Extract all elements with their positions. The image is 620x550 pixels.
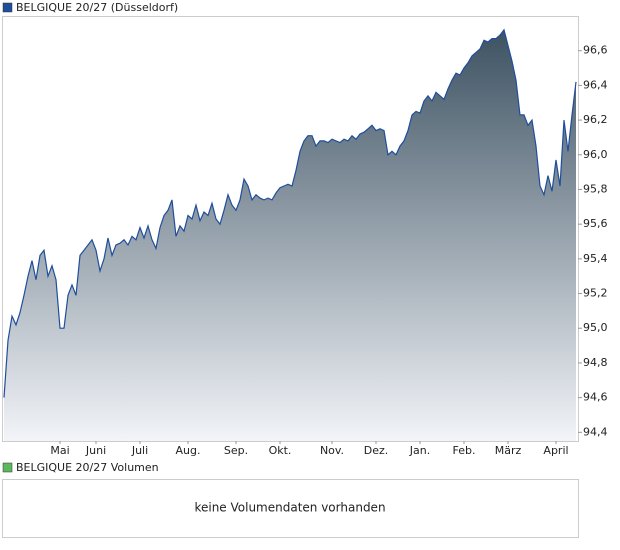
area [4, 29, 576, 442]
x-tick-label: Okt. [269, 444, 292, 457]
y-tick-label: 96,6 [583, 44, 608, 57]
x-tick-label: Feb. [453, 444, 476, 457]
y-tick-label: 94,4 [583, 425, 608, 438]
line [3, 28, 577, 398]
legend-label: BELGIQUE 20/27 (Düsseldorf) [16, 1, 178, 14]
y-tick-label: 94,8 [583, 356, 608, 369]
y-tick-label: 95,8 [583, 182, 608, 195]
y-tick-label: 95,6 [583, 217, 608, 230]
volume-title: BELGIQUE 20/27 Volumen [16, 461, 159, 474]
y-tick-label: 96,4 [583, 78, 608, 91]
y-tick-label: 96,0 [583, 148, 608, 161]
x-tick-label: Sep. [224, 444, 248, 457]
y-tick-label: 96,2 [583, 113, 608, 126]
x-tick-label: Juli [131, 444, 148, 457]
x-tick-label: März [495, 444, 522, 457]
x-tick-label: Nov. [320, 444, 344, 457]
x-tick-label: Jan. [409, 444, 430, 457]
x-tick-label: Mai [50, 444, 69, 457]
x-tick-label: Dez. [364, 444, 389, 457]
y-tick-label: 95,0 [583, 321, 608, 334]
y-tick-label: 95,2 [583, 287, 608, 300]
plot-frame [2, 16, 579, 442]
x-tick-label: April [543, 444, 568, 457]
x-tick-label: Aug. [176, 444, 201, 457]
legend-swatch [2, 2, 13, 13]
volume-frame [2, 479, 579, 538]
y-tick-label: 94,6 [583, 391, 608, 404]
x-tick-label: Juni [85, 444, 106, 457]
legend-swatch [2, 462, 13, 473]
volume-message: keine Volumendaten vorhanden [194, 501, 385, 515]
y-tick-label: 95,4 [583, 252, 608, 265]
